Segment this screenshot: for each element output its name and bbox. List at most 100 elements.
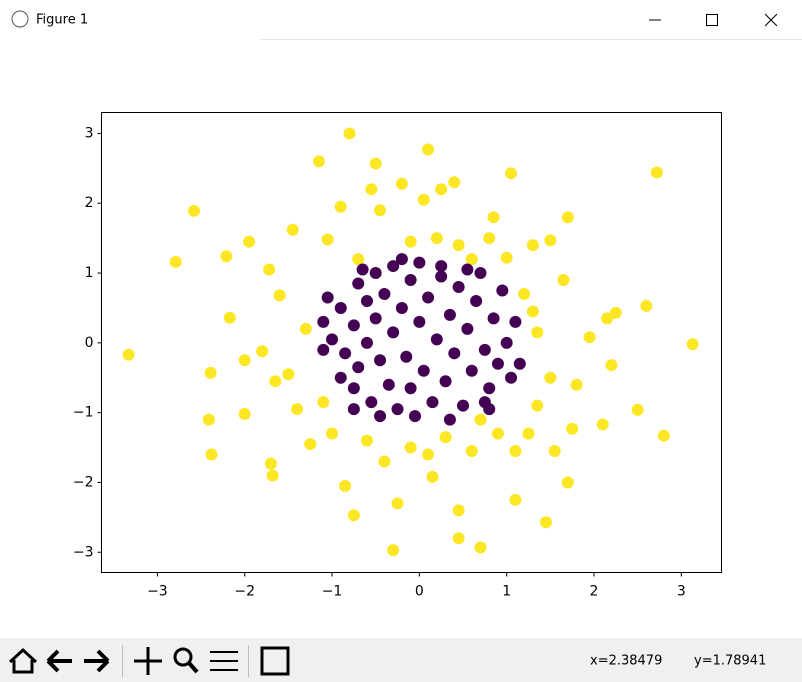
point bbox=[404, 382, 417, 395]
point bbox=[531, 399, 544, 412]
point bbox=[343, 127, 356, 140]
point bbox=[657, 429, 670, 442]
point bbox=[202, 413, 215, 426]
point bbox=[491, 427, 504, 440]
y-tick-label: 2 bbox=[85, 195, 94, 211]
point bbox=[470, 294, 483, 307]
point bbox=[264, 457, 277, 470]
point bbox=[448, 347, 461, 360]
maximize-button[interactable] bbox=[706, 14, 718, 26]
point bbox=[430, 232, 443, 245]
point bbox=[518, 287, 531, 300]
point bbox=[526, 305, 539, 318]
y-tick-label: −3 bbox=[73, 544, 94, 560]
point bbox=[395, 177, 408, 190]
point bbox=[465, 445, 478, 458]
status-y: y=1.78941 bbox=[694, 654, 766, 669]
point bbox=[435, 260, 448, 273]
point bbox=[435, 183, 448, 196]
point bbox=[487, 211, 500, 224]
point bbox=[526, 239, 539, 252]
point bbox=[205, 448, 218, 461]
forward-button[interactable] bbox=[84, 649, 110, 673]
point bbox=[650, 166, 663, 179]
point bbox=[312, 155, 325, 168]
point bbox=[317, 396, 330, 409]
point bbox=[378, 455, 391, 468]
point bbox=[395, 301, 408, 314]
point bbox=[339, 479, 352, 492]
point bbox=[369, 157, 382, 170]
configure-button[interactable] bbox=[210, 651, 238, 671]
point bbox=[474, 541, 487, 554]
point bbox=[561, 211, 574, 224]
point bbox=[631, 403, 644, 416]
point bbox=[461, 322, 474, 335]
point bbox=[282, 368, 295, 381]
point bbox=[238, 408, 251, 421]
point bbox=[509, 315, 522, 328]
point bbox=[426, 470, 439, 483]
point bbox=[544, 234, 557, 247]
point bbox=[605, 359, 618, 372]
point bbox=[365, 183, 378, 196]
point bbox=[334, 200, 347, 213]
point bbox=[487, 312, 500, 325]
point bbox=[256, 345, 269, 358]
point bbox=[374, 354, 387, 367]
plot: −3 −2 −1 0 1 2 3 −3 −2 −1 0 1 2 3 bbox=[73, 125, 699, 600]
point bbox=[356, 263, 369, 276]
back-button[interactable] bbox=[46, 649, 72, 673]
y-tick-label: 0 bbox=[85, 335, 94, 351]
save-button[interactable] bbox=[260, 646, 290, 676]
x-tick-label: 2 bbox=[590, 584, 599, 600]
point bbox=[374, 410, 387, 423]
point bbox=[596, 418, 609, 431]
point bbox=[391, 497, 404, 510]
point bbox=[561, 476, 574, 489]
point bbox=[544, 371, 557, 384]
app-icon bbox=[11, 10, 29, 28]
point bbox=[269, 375, 282, 388]
point bbox=[291, 403, 304, 416]
point bbox=[461, 263, 474, 276]
pan-button[interactable] bbox=[134, 647, 162, 675]
point bbox=[266, 469, 279, 482]
point bbox=[686, 338, 699, 351]
point bbox=[583, 331, 596, 344]
point bbox=[500, 251, 513, 264]
point bbox=[426, 396, 439, 409]
point bbox=[548, 445, 561, 458]
point bbox=[369, 312, 382, 325]
point bbox=[299, 322, 312, 335]
point bbox=[321, 291, 334, 304]
point bbox=[417, 364, 430, 377]
point bbox=[404, 274, 417, 287]
point bbox=[435, 270, 448, 283]
zoom-button[interactable] bbox=[173, 647, 193, 667]
point bbox=[505, 371, 518, 384]
point bbox=[387, 326, 400, 339]
point bbox=[439, 431, 452, 444]
close-button[interactable] bbox=[764, 13, 778, 27]
point bbox=[539, 516, 552, 529]
status-x: x=2.38479 bbox=[590, 654, 662, 669]
home-button[interactable] bbox=[8, 647, 38, 674]
point bbox=[422, 448, 435, 461]
point bbox=[522, 427, 535, 440]
point bbox=[609, 306, 622, 319]
point bbox=[188, 204, 201, 217]
point bbox=[387, 544, 400, 557]
point bbox=[334, 301, 347, 314]
point bbox=[352, 277, 365, 290]
point bbox=[391, 403, 404, 416]
point bbox=[557, 274, 570, 287]
point bbox=[220, 250, 233, 263]
point bbox=[413, 256, 426, 269]
point bbox=[339, 347, 352, 360]
point bbox=[347, 382, 360, 395]
point bbox=[474, 413, 487, 426]
point bbox=[500, 336, 513, 349]
point bbox=[347, 319, 360, 332]
